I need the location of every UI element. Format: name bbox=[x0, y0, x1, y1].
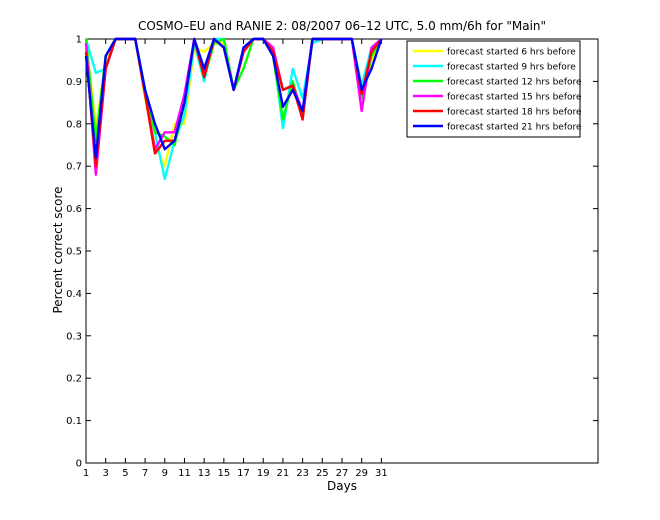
legend-entry-label: forecast started 12 hrs before bbox=[447, 78, 582, 88]
x-tick-label: 7 bbox=[142, 468, 148, 479]
legend-box bbox=[406, 40, 581, 138]
x-tick-label: 11 bbox=[178, 468, 191, 479]
x-tick-label: 3 bbox=[103, 468, 109, 479]
y-tick-label: 0.2 bbox=[66, 374, 82, 385]
y-tick-label: 0.4 bbox=[66, 289, 82, 300]
y-tick-label: 0.1 bbox=[66, 416, 82, 427]
x-tick-label: 25 bbox=[316, 468, 329, 479]
x-tick-label: 15 bbox=[217, 468, 230, 479]
x-tick-label: 1 bbox=[83, 468, 89, 479]
x-tick-label: 13 bbox=[198, 468, 211, 479]
y-tick-label: 0 bbox=[76, 459, 82, 470]
legend-entry-label: forecast started 18 hrs before bbox=[447, 108, 582, 118]
y-tick-label: 0.5 bbox=[66, 247, 82, 258]
x-tick-label: 17 bbox=[237, 468, 250, 479]
x-tick-label: 19 bbox=[257, 468, 270, 479]
x-tick-label: 9 bbox=[162, 468, 168, 479]
x-tick-label: 23 bbox=[296, 468, 309, 479]
legend-entry-label: forecast started 21 hrs before bbox=[447, 123, 582, 133]
y-tick-label: 0.3 bbox=[66, 331, 82, 342]
legend-entry-label: forecast started 15 hrs before bbox=[447, 93, 582, 103]
legend-entry-label: forecast started 9 hrs before bbox=[447, 63, 576, 73]
series-line-6 bbox=[84, 37, 383, 159]
y-tick-label: 0.9 bbox=[66, 77, 82, 88]
y-tick-label: 0.7 bbox=[66, 162, 82, 173]
x-tick-label: 31 bbox=[375, 468, 388, 479]
y-tick-label: 1 bbox=[76, 35, 82, 46]
legend-entry-label: forecast started 6 hrs before bbox=[447, 48, 576, 58]
x-tick-label: 29 bbox=[355, 468, 368, 479]
x-tick-label: 27 bbox=[336, 468, 349, 479]
chart-title: COSMO–EU and RANIE 2: 08/2007 06–12 UTC,… bbox=[138, 19, 546, 33]
x-tick-label: 5 bbox=[122, 468, 128, 479]
y-axis-label: Percent correct score bbox=[51, 186, 65, 313]
x-axis-label: Days bbox=[327, 479, 357, 493]
x-tick-label: 21 bbox=[277, 468, 290, 479]
legend: forecast started 6 hrs before forecast st… bbox=[406, 40, 582, 138]
y-tick-label: 0.6 bbox=[66, 204, 82, 215]
y-tick-label: 0.8 bbox=[66, 119, 82, 130]
